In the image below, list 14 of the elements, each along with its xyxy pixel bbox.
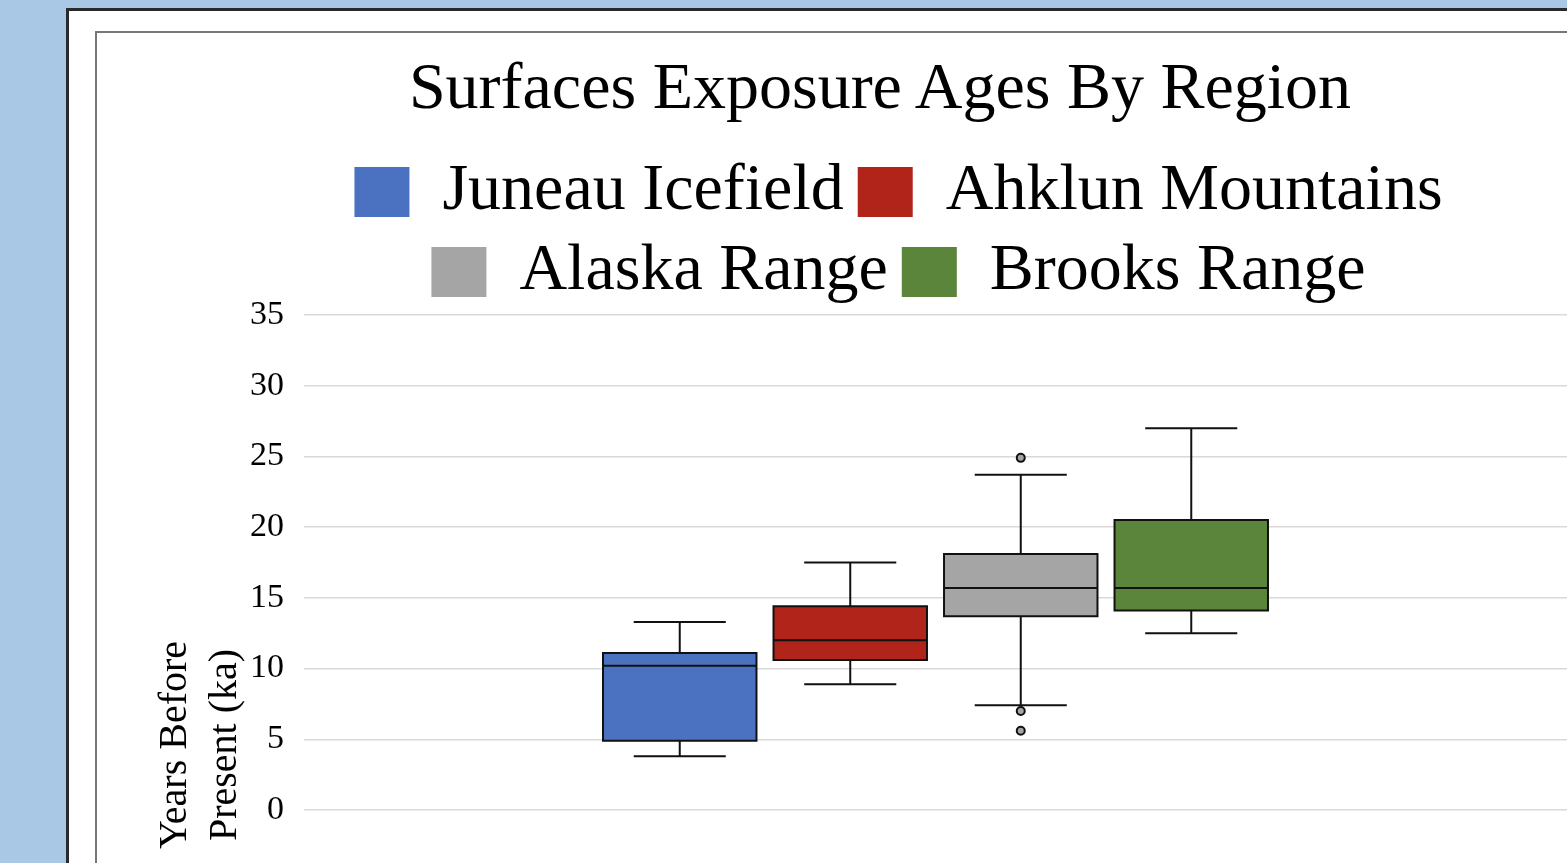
legend-label: Juneau Icefield — [442, 150, 844, 224]
y-tick-label: 15 — [250, 576, 284, 614]
y-tick-label: 10 — [250, 647, 284, 685]
y-tick-label: 5 — [267, 718, 284, 756]
y-tick-label: 35 — [250, 293, 284, 331]
y-tick-label: 20 — [250, 506, 284, 544]
legend-label: Brooks Range — [989, 230, 1366, 304]
y-tick-label: 30 — [250, 364, 284, 402]
y-tick-label: 25 — [250, 435, 284, 473]
y-axis-title: Years Before Present (ka) — [149, 639, 246, 852]
chart-title: Surfaces Exposure Ages By Region — [407, 48, 1353, 124]
legend-label: Ahklun Mountains — [945, 150, 1443, 224]
y-tick-label: 0 — [267, 788, 284, 826]
legend-label: Alaska Range — [519, 230, 888, 304]
